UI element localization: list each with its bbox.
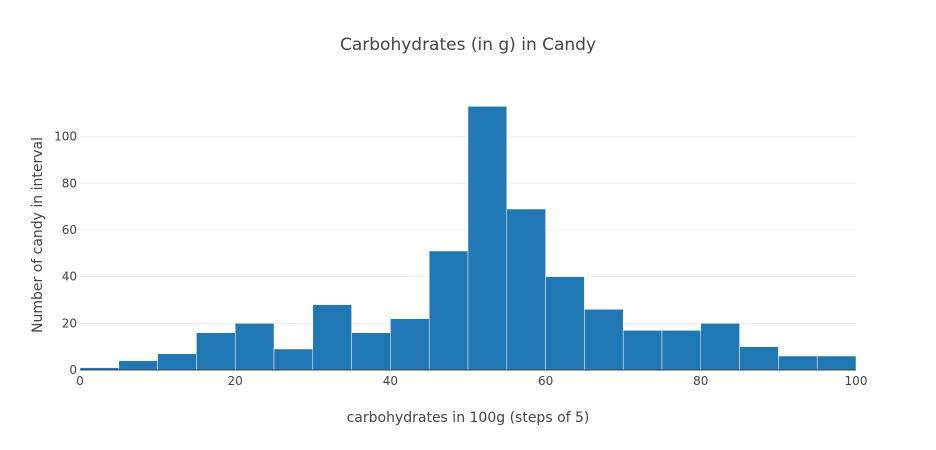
histogram-bar-75-80 (661, 330, 702, 371)
histogram-bar-30-35 (312, 304, 352, 371)
bars (79, 106, 857, 371)
histogram-bar-65-70 (584, 309, 624, 371)
y-tick-label: 20 (62, 316, 77, 330)
x-tick-label: 80 (693, 374, 708, 388)
y-tick-label: 0 (69, 363, 77, 377)
y-tick-label: 100 (54, 130, 77, 144)
x-tick-label: 0 (76, 374, 84, 388)
histogram-bar-90-95 (778, 355, 818, 371)
x-tick-label: 40 (383, 374, 398, 388)
histogram-bar-45-50 (428, 250, 469, 371)
y-tick-label: 60 (62, 223, 77, 237)
x-tick-labels: 0 20 40 60 80 100 (76, 374, 867, 388)
histogram-bar-10-15 (157, 353, 197, 371)
y-tick-label: 80 (62, 176, 77, 190)
histogram-bar-85-90 (739, 346, 779, 371)
histogram-bar-20-25 (234, 323, 275, 371)
histogram-bar-60-65 (545, 276, 585, 371)
histogram-bar-25-30 (273, 348, 314, 371)
x-tick-label: 60 (538, 374, 553, 388)
y-axis-title: Number of candy in interval (30, 137, 46, 333)
histogram-bar-5-10 (118, 360, 158, 371)
histogram-bar-15-20 (196, 332, 236, 371)
histogram-bar-40-45 (390, 318, 430, 371)
y-tick-labels: 0 20 40 60 80 100 (54, 130, 77, 377)
histogram-bar-95-100 (816, 355, 857, 371)
histogram-bar-55-60 (506, 208, 546, 371)
histogram-bar-70-75 (622, 330, 663, 371)
x-tick-label: 20 (228, 374, 243, 388)
x-tick-label: 100 (845, 374, 868, 388)
y-tick-label: 40 (62, 270, 77, 284)
chart-title: Carbohydrates (in g) in Candy (340, 35, 596, 55)
histogram-bar-80-85 (700, 323, 740, 371)
histogram-bar-50-55 (467, 106, 508, 371)
histogram-bar-35-40 (351, 332, 391, 371)
x-axis-title: carbohydrates in 100g (steps of 5) (347, 410, 590, 426)
